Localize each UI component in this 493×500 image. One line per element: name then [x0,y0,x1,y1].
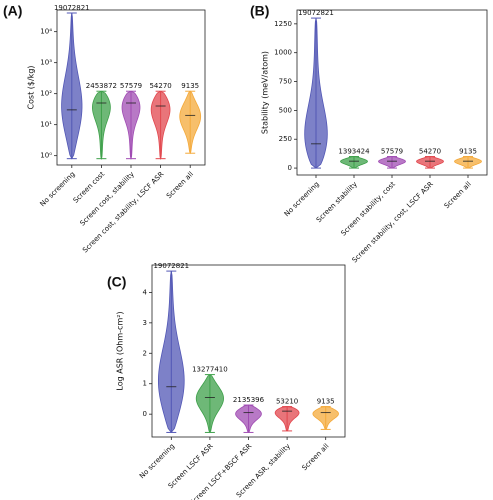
y-tick-label: 0 [143,410,147,418]
x-tick-label: Screen all [300,442,330,472]
count-label: 9135 [317,398,335,406]
x-tick-label: No screening [39,170,77,208]
x-tick-label: Screen cost, stability [78,170,135,227]
panel-label: (B) [250,3,269,19]
y-tick-label: 250 [279,135,292,143]
count-label: 53210 [276,398,298,406]
y-tick-label: 10¹ [40,121,52,129]
panel: (C) 0 1 2 3 4 Log ASR (Ohm-cm²) 19072821 No scre… [107,262,346,500]
count-label: 19072821 [153,262,189,270]
count-label: 2453872 [86,82,117,90]
x-tick-label: No screening [138,442,176,480]
y-tick-label: 10³ [40,59,52,67]
y-tick-label: 1250 [274,20,292,28]
panel: (B) 0 250 500 750 1000 1250 Stability (meV/atom… [250,3,488,264]
x-tick-label: Screen all [443,180,473,210]
y-tick-label: 10⁴ [40,28,52,36]
y-tick-label: 2 [143,349,147,357]
x-tick-label: Screen all [165,170,195,200]
panel-label: (C) [107,274,126,290]
y-tick-label: 1000 [274,49,292,57]
count-label: 9135 [459,148,477,156]
count-label: 19072821 [298,9,334,17]
count-label: 2135396 [233,396,265,404]
count-label: 57579 [120,82,142,90]
count-label: 54270 [149,82,171,90]
count-label: 57579 [381,148,403,156]
x-tick-label: Screen stability [315,180,359,224]
count-label: 9135 [181,82,199,90]
x-tick-label: No screening [283,180,321,218]
panel: (A) 10⁰ 10¹ 10² 10³ 10⁴ Cost ($/kg) 19072821 No … [3,3,206,254]
y-tick-label: 3 [143,319,147,327]
y-tick-label: 750 [279,78,292,86]
panel-label: (A) [3,3,22,19]
y-tick-label: 4 [143,288,148,296]
y-axis-label: Cost ($/kg) [27,65,36,109]
y-tick-label: 0 [288,164,292,172]
y-tick-label: 10⁰ [40,152,52,160]
y-axis-label: Log ASR (Ohm-cm²) [116,311,125,390]
y-axis-label: Stability (meV/atom) [261,51,270,134]
count-label: 1393424 [338,148,370,156]
x-tick-label: Screen stability, cost, LSCF ASR [351,180,435,264]
y-tick-label: 1 [143,380,147,388]
y-tick-label: 10² [40,90,52,98]
count-label: 54270 [419,148,441,156]
y-tick-label: 500 [279,106,292,114]
count-label: 13277410 [192,366,228,374]
count-label: 19072821 [54,4,90,12]
